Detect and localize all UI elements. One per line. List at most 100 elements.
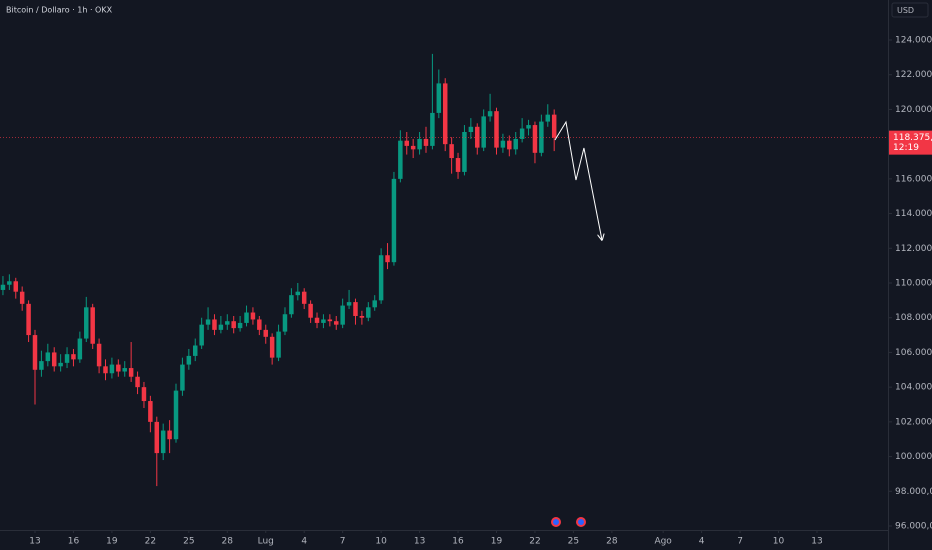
event-icon[interactable] (576, 517, 586, 527)
x-tick-label: 10 (773, 537, 785, 547)
candle-body (346, 302, 352, 306)
x-tick-label: 7 (737, 537, 743, 547)
candle-body (500, 140, 506, 148)
x-tick-label: 13 (29, 537, 40, 547)
y-tick-label: 124.000,0 (895, 36, 932, 46)
candle-body (71, 354, 76, 360)
candle-body (96, 343, 102, 367)
x-tick-label: 13 (414, 537, 425, 547)
candle-body (186, 355, 192, 365)
candle-body (263, 329, 268, 337)
candle-body (513, 138, 518, 150)
candle-body (116, 364, 121, 372)
x-tick-label: 4 (301, 537, 307, 547)
x-tick-label: 13 (811, 537, 822, 547)
candle-body (391, 178, 397, 263)
candle-body (257, 319, 262, 330)
candle-body (289, 295, 294, 315)
last-price-box (889, 130, 932, 155)
candle-body (269, 336, 275, 358)
candle-body (372, 300, 377, 308)
candle-body (455, 158, 461, 172)
candle-body (430, 112, 435, 146)
currency-box[interactable] (891, 2, 929, 18)
candle-body (173, 390, 179, 440)
candle-body (148, 401, 153, 422)
candle-body (180, 364, 185, 391)
candle-body (494, 111, 499, 148)
candle-body (218, 324, 224, 330)
candle-body (205, 319, 211, 325)
y-tick-label: 100.000,0 (895, 452, 932, 462)
last-price-label: 118.375,1 (893, 133, 932, 143)
candle-body (359, 315, 365, 318)
y-tick-label: 96.000,0 (895, 522, 932, 532)
candle-body (128, 368, 134, 377)
candle-body (308, 303, 313, 318)
candle-body (19, 291, 25, 304)
candle-body (353, 302, 358, 316)
candle-body (417, 138, 422, 150)
candle-body (442, 83, 448, 145)
candle-body (551, 114, 557, 138)
y-tick-label: 110.000,0 (895, 279, 932, 289)
candle-body (154, 421, 160, 454)
candle-body (321, 319, 326, 323)
x-tick-label: 16 (452, 537, 464, 547)
candle-body (366, 307, 371, 318)
candle-body (51, 352, 57, 367)
y-tick-label: 108.000,0 (895, 313, 932, 323)
candle-body (449, 144, 454, 159)
x-tick-label: 19 (106, 537, 118, 547)
y-tick-label: 102.000,0 (895, 417, 932, 427)
x-tick-label: 10 (375, 537, 387, 547)
candle-body (32, 335, 38, 370)
candle-body (487, 111, 493, 117)
candle-body (244, 312, 249, 323)
candle-body (340, 305, 345, 325)
candle-body (276, 331, 281, 358)
candle-body (141, 387, 147, 402)
candle-body (122, 368, 127, 372)
candle-body (532, 125, 538, 153)
candle-body (160, 430, 166, 454)
candle-body (526, 125, 531, 129)
candle-body (507, 140, 512, 150)
candle-body (385, 255, 390, 263)
y-tick-label: 116.000,0 (895, 174, 932, 184)
x-tick-label: 4 (699, 537, 705, 547)
candle-body (103, 366, 108, 374)
countdown: 12:19 (893, 143, 919, 153)
candle-body (90, 307, 95, 344)
candle-body (436, 83, 442, 113)
candle-body (192, 345, 198, 356)
candle-body (481, 116, 486, 148)
candle-body (378, 255, 384, 301)
candle-body (58, 362, 63, 367)
y-tick-label: 122.000,0 (895, 70, 932, 80)
candle-body (7, 281, 12, 285)
candle-body (0, 284, 6, 290)
currency: USD (897, 6, 914, 15)
y-tick-label: 106.000,0 (895, 348, 932, 358)
candle-body (334, 321, 339, 325)
x-tick-label: Lug (258, 537, 274, 547)
candle-body (539, 121, 544, 153)
candle-body (295, 291, 301, 296)
projection-line (554, 120, 602, 240)
candle-body (13, 281, 19, 292)
candle-body (410, 145, 416, 150)
event-icon[interactable] (551, 517, 561, 527)
candle-body (39, 361, 44, 370)
candle-body (423, 138, 429, 146)
candle-body (64, 354, 70, 363)
x-tick-label: 28 (606, 537, 618, 547)
candle-body (282, 314, 288, 332)
candle-body (519, 128, 525, 139)
candle-body (212, 319, 217, 330)
x-tick-label: 7 (340, 537, 346, 547)
candle-body (45, 352, 51, 362)
candle-body (77, 338, 83, 360)
